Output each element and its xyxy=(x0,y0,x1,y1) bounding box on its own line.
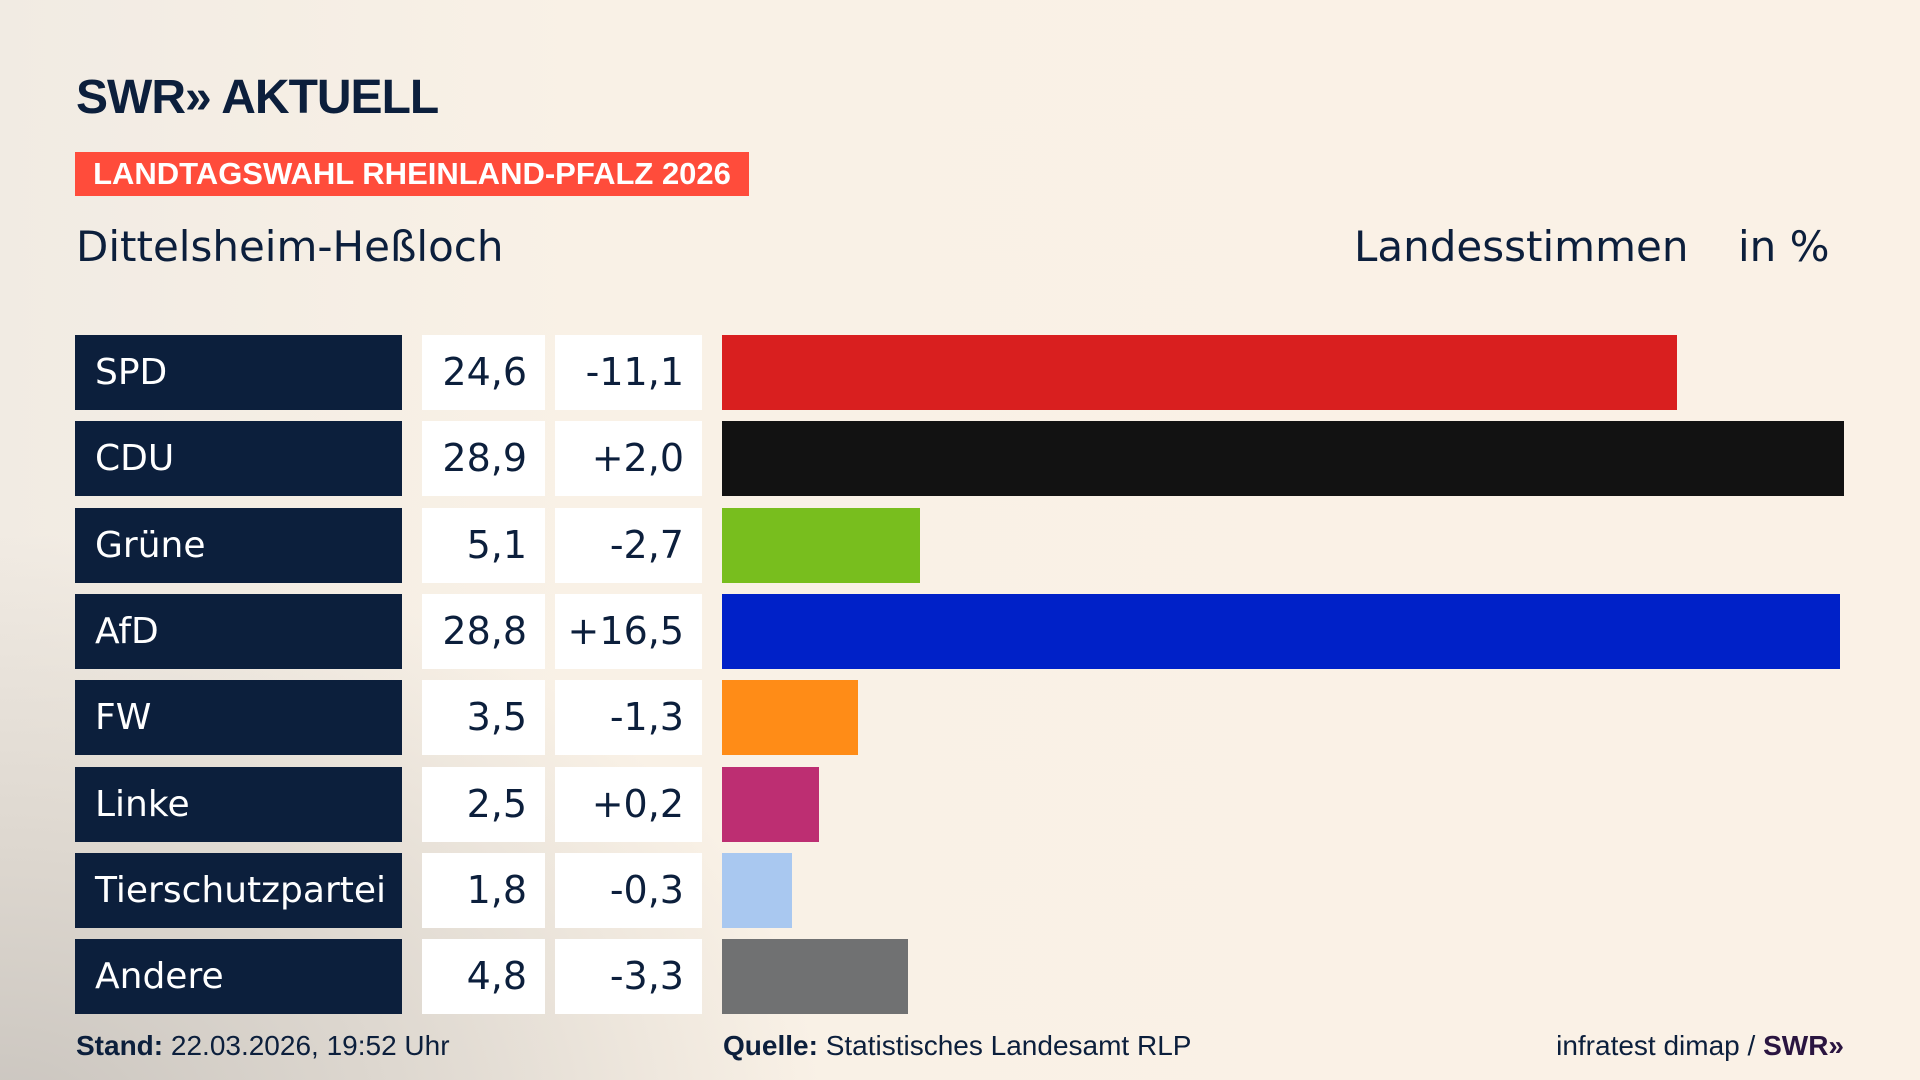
bar-andere xyxy=(722,939,909,1015)
bar-grüne xyxy=(722,507,920,583)
source-label: Quelle: xyxy=(723,1030,818,1061)
result-row: Grüne 5,1 -2,7 xyxy=(0,507,1920,583)
party-name: CDU xyxy=(75,421,402,497)
party-name: FW xyxy=(75,680,402,756)
party-name: AfD xyxy=(75,593,402,669)
swr-aktuell-logo: SWR» AKTUELL xyxy=(76,71,439,124)
bar-linke xyxy=(722,766,820,842)
source-value: Statistisches Landesamt RLP xyxy=(825,1030,1192,1061)
diff-label: -3,3 xyxy=(555,939,702,1015)
party-name: Andere xyxy=(75,939,402,1015)
bar-fw xyxy=(722,680,858,756)
party-name: Linke xyxy=(75,766,402,842)
result-row: CDU 28,9 +2,0 xyxy=(0,421,1920,497)
value-label: 28,9 xyxy=(422,421,545,497)
bar-tierschutzpartei xyxy=(722,852,792,928)
value-label: 4,8 xyxy=(422,939,545,1015)
value-label: 28,8 xyxy=(422,593,545,669)
diff-label: -11,1 xyxy=(555,335,702,410)
party-name: Grüne xyxy=(75,507,402,583)
unit-label: in % xyxy=(1738,222,1830,271)
party-name: Tierschutzpartei xyxy=(75,852,402,928)
swr-logo: SWR» xyxy=(1763,1030,1844,1061)
diff-label: -2,7 xyxy=(555,507,702,583)
bar-afd xyxy=(722,593,1841,669)
result-row: Andere 4,8 -3,3 xyxy=(0,939,1920,1015)
diff-label: +2,0 xyxy=(555,421,702,497)
result-row: SPD 24,6 -11,1 xyxy=(0,335,1920,410)
value-label: 1,8 xyxy=(422,852,545,928)
result-row: Tierschutzpartei 1,8 -0,3 xyxy=(0,852,1920,928)
credit: infratest dimap / SWR» xyxy=(1556,1030,1844,1062)
bar-spd xyxy=(722,335,1678,410)
result-row: AfD 28,8 +16,5 xyxy=(0,593,1920,669)
place-title: Dittelsheim-Heßloch xyxy=(76,222,504,271)
value-label: 3,5 xyxy=(422,680,545,756)
timestamp: Stand: 22.03.2026, 19:52 Uhr xyxy=(76,1030,450,1062)
stand-value: 22.03.2026, 19:52 Uhr xyxy=(170,1030,450,1061)
stand-label: Stand: xyxy=(76,1030,164,1061)
value-label: 24,6 xyxy=(422,335,545,410)
result-row: FW 3,5 -1,3 xyxy=(0,680,1920,756)
result-row: Linke 2,5 +0,2 xyxy=(0,766,1920,842)
diff-label: +0,2 xyxy=(555,766,702,842)
diff-label: +16,5 xyxy=(555,593,702,669)
metric-label: Landesstimmen xyxy=(1354,222,1689,271)
party-name: SPD xyxy=(75,335,402,410)
election-banner: LANDTAGSWAHL RHEINLAND-PFALZ 2026 xyxy=(75,152,749,196)
value-label: 2,5 xyxy=(422,766,545,842)
bar-cdu xyxy=(722,421,1844,497)
source: Quelle: Statistisches Landesamt RLP xyxy=(723,1030,1191,1062)
credit-text: infratest dimap / xyxy=(1556,1030,1764,1061)
diff-label: -1,3 xyxy=(555,680,702,756)
value-label: 5,1 xyxy=(422,507,545,583)
diff-label: -0,3 xyxy=(555,852,702,928)
